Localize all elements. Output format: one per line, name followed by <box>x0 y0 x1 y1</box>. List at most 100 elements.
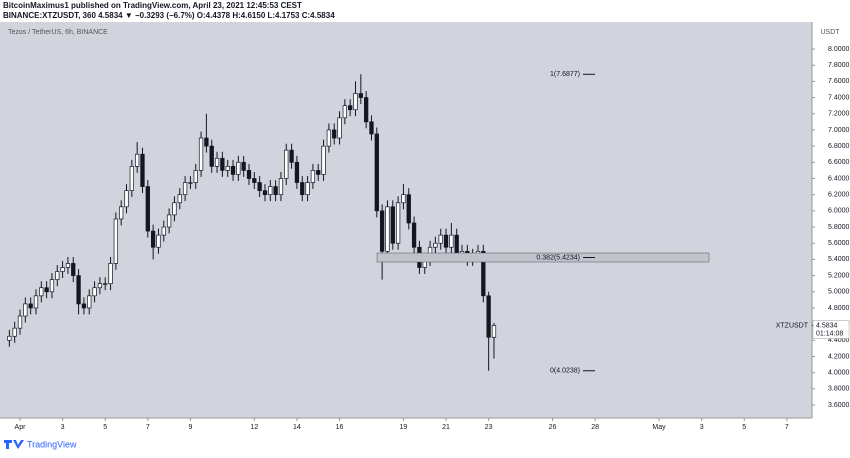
x-tick-label: 7 <box>146 424 150 431</box>
candle-body <box>135 153 140 167</box>
candle-body <box>172 202 177 216</box>
candle-body <box>177 194 182 204</box>
last-price: 4.5834 <box>816 322 838 329</box>
x-tick-label: Apr <box>15 424 27 431</box>
x-tick-label: 7 <box>785 424 789 431</box>
x-tick-label: 23 <box>485 424 493 431</box>
candle-body <box>358 93 363 98</box>
candle-body <box>438 234 443 244</box>
last-price-box <box>812 320 850 339</box>
candle-body <box>76 275 81 305</box>
candle-body <box>225 166 230 171</box>
candle-body <box>103 283 108 285</box>
x-tick-label: 16 <box>336 424 344 431</box>
candle-body <box>411 222 417 248</box>
candle-body <box>204 137 209 147</box>
fib-label: 0.382(5.4234) <box>536 254 580 261</box>
candle-body <box>486 295 491 338</box>
x-tick-label: 9 <box>188 424 192 431</box>
candle-body <box>390 206 395 244</box>
candle-body <box>273 186 278 196</box>
candle-body <box>342 105 348 119</box>
logo-text: TradingView <box>27 439 77 449</box>
x-tick-label: 3 <box>700 424 704 431</box>
fib-label: 0(4.0238) <box>550 368 580 375</box>
candle-body <box>241 161 246 171</box>
candle-body <box>379 210 385 252</box>
candle-body <box>28 303 33 309</box>
x-tick-label: 14 <box>293 424 301 431</box>
x-tick-label: 5 <box>742 424 746 431</box>
y-tick-label: 7.4000 <box>828 94 850 101</box>
candle-body <box>353 93 358 111</box>
candle-body <box>60 267 65 272</box>
candle-body <box>87 295 92 309</box>
y-tick-label: 5.6000 <box>828 240 850 247</box>
candle-body <box>268 186 273 196</box>
x-tick-label: May <box>652 424 666 431</box>
logo: TradingView <box>4 439 77 449</box>
y-tick-label: 5.8000 <box>828 224 850 231</box>
candle-body <box>310 170 316 183</box>
fib-label: 1(7.6877) <box>550 71 580 78</box>
candle-body <box>454 234 459 256</box>
candle-body <box>332 129 337 139</box>
candle-body <box>236 161 241 175</box>
x-tick-label: 21 <box>442 424 450 431</box>
candle-body <box>401 194 406 204</box>
y-tick-label: 6.2000 <box>828 192 850 199</box>
y-tick-label: 7.8000 <box>828 62 850 69</box>
y-tick-label: 5.4000 <box>828 256 850 263</box>
candle-body <box>113 218 119 264</box>
candle-body <box>395 202 401 244</box>
candle-body <box>433 242 438 248</box>
y-tick-label: 7.2000 <box>828 111 850 118</box>
candle-body <box>39 287 44 297</box>
candle-body <box>209 145 214 167</box>
y-tick-label: 7.0000 <box>828 127 850 134</box>
y-tick-label: 3.8000 <box>828 386 850 393</box>
x-tick-label: 12 <box>250 424 258 431</box>
candle-body <box>166 214 172 228</box>
candle-body <box>262 190 268 196</box>
candle-body <box>337 117 342 139</box>
fib-zone <box>376 252 710 263</box>
candle-body <box>7 335 12 341</box>
y-tick-label: 4.2000 <box>828 353 850 360</box>
candle-body <box>23 303 28 317</box>
candle-body <box>246 170 252 179</box>
candle-body <box>449 234 454 248</box>
y-tick-label: 8.0000 <box>828 46 850 53</box>
candle-body <box>193 170 198 183</box>
candle-body <box>481 250 486 297</box>
candle-body <box>92 287 97 297</box>
candle-body <box>124 190 129 208</box>
candle-body <box>257 182 262 191</box>
y-tick-label: 4.8000 <box>828 305 850 312</box>
candle-body <box>385 206 390 252</box>
y-tick-label: 5.2000 <box>828 272 850 279</box>
candle-body <box>49 279 55 293</box>
candle-body <box>156 234 161 248</box>
candle-body <box>369 121 374 135</box>
candle-body <box>97 283 103 289</box>
chart-title: Tezos / TetherUS, 6h, BINANCE <box>8 29 108 36</box>
candle-body <box>230 166 236 175</box>
candle-body <box>12 327 17 337</box>
symbol-line: BINANCE:XTZUSDT, 360 4.5834 ▼ −0.3293 (−… <box>3 11 335 20</box>
y-tick-label: 5.0000 <box>828 289 850 296</box>
y-unit: USDT <box>820 29 840 36</box>
y-tick-label: 7.6000 <box>828 78 850 85</box>
candle-body <box>150 230 156 248</box>
candle-body <box>44 287 49 293</box>
plot-area <box>0 22 812 418</box>
countdown: 01:14:08 <box>816 330 843 337</box>
candle-body <box>406 194 411 224</box>
candle-body <box>491 325 497 338</box>
candle-body <box>278 178 284 196</box>
candle-body <box>326 129 332 147</box>
candle-body <box>443 234 449 248</box>
x-tick-label: 5 <box>103 424 107 431</box>
candle-body <box>188 182 193 184</box>
